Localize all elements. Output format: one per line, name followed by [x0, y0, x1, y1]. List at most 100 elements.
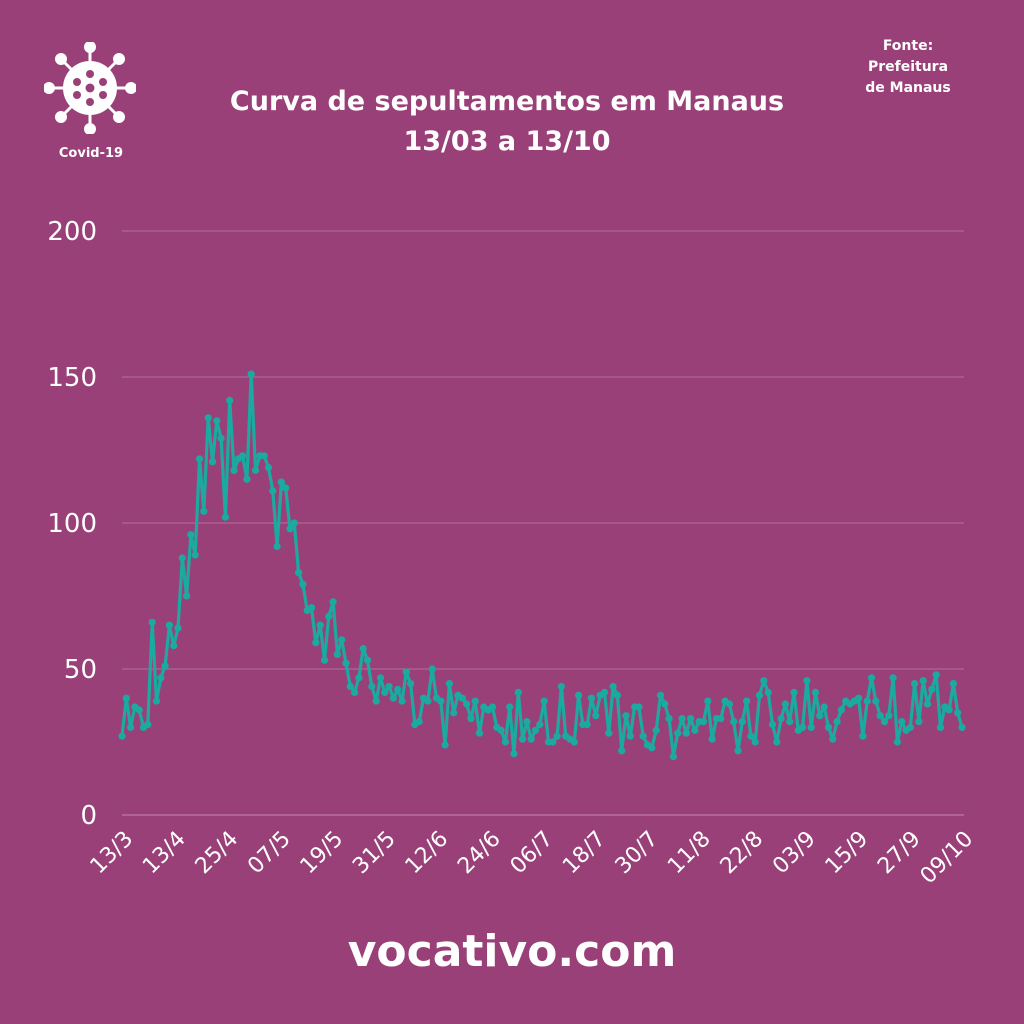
data-point — [407, 680, 415, 688]
data-point — [333, 650, 341, 659]
data-point — [200, 507, 208, 515]
data-point — [295, 569, 303, 577]
source-line-1: Fonte: — [882, 38, 934, 54]
data-point — [415, 718, 423, 726]
data-point — [557, 682, 566, 691]
data-point — [174, 624, 182, 632]
data-point — [928, 685, 936, 694]
data-point — [717, 715, 725, 723]
data-point — [768, 720, 777, 729]
data-point — [855, 694, 863, 702]
data-point — [760, 677, 768, 685]
data-point — [243, 475, 251, 483]
x-tick-label: 11/8 — [663, 827, 716, 880]
data-point — [307, 604, 316, 612]
data-point — [394, 685, 402, 694]
data-point — [424, 697, 432, 705]
data-point — [682, 729, 690, 737]
data-point — [286, 525, 294, 533]
data-point — [372, 697, 380, 705]
data-point — [635, 703, 643, 711]
data-point — [351, 688, 359, 697]
data-point — [251, 466, 260, 474]
data-point — [923, 700, 932, 708]
data-point — [639, 732, 647, 740]
data-point — [178, 554, 186, 562]
data-point — [880, 718, 889, 726]
data-point — [338, 636, 346, 644]
data-point — [777, 715, 785, 723]
data-point — [669, 753, 678, 761]
data-point — [859, 732, 867, 740]
data-point — [127, 723, 135, 732]
data-point — [471, 697, 479, 705]
data-point — [656, 691, 665, 699]
x-tick-label: 03/9 — [768, 827, 821, 880]
data-point — [575, 691, 583, 699]
data-point — [915, 718, 923, 726]
data-point — [497, 726, 505, 734]
data-point — [725, 700, 734, 708]
data-point — [898, 718, 906, 726]
data-point — [428, 665, 436, 673]
data-point — [691, 726, 699, 734]
x-tick-label: 13/3 — [86, 827, 139, 880]
data-point — [893, 738, 902, 746]
data-point — [402, 668, 410, 676]
data-point — [312, 639, 320, 647]
data-point — [906, 723, 914, 732]
data-point — [519, 735, 527, 743]
data-point — [170, 642, 178, 650]
data-point — [807, 723, 815, 732]
data-point — [665, 715, 673, 723]
x-tick-label: 15/9 — [821, 827, 874, 880]
data-point — [213, 417, 221, 425]
data-point — [122, 694, 130, 702]
data-point — [600, 688, 609, 697]
footer-site: vocativo.com — [347, 926, 677, 977]
data-point — [945, 706, 953, 714]
data-point — [144, 720, 152, 729]
data-point — [523, 718, 531, 726]
x-tick-label: 22/8 — [716, 827, 769, 880]
data-point — [661, 700, 669, 708]
data-point — [342, 659, 350, 667]
x-tick-label: 31/5 — [348, 827, 401, 880]
data-point — [820, 703, 828, 711]
y-tick-label: 100 — [47, 509, 97, 539]
data-point — [450, 709, 458, 717]
data-point — [743, 697, 751, 705]
data-point — [540, 697, 548, 705]
data-point — [187, 531, 195, 539]
y-tick-label: 150 — [47, 363, 97, 393]
y-tick-label: 50 — [64, 655, 97, 685]
data-point — [790, 688, 798, 697]
data-point — [764, 688, 772, 697]
data-point — [359, 645, 367, 653]
data-point — [833, 718, 841, 726]
data-point — [290, 519, 298, 527]
virus-icon — [44, 42, 136, 134]
data-point — [389, 694, 397, 702]
data-point — [157, 674, 165, 682]
data-point — [829, 735, 837, 743]
data-point — [264, 463, 273, 472]
data-point — [889, 674, 897, 682]
data-point — [773, 738, 781, 746]
data-point — [583, 720, 591, 729]
data-point — [195, 455, 204, 463]
data-point — [437, 697, 445, 705]
data-point — [260, 452, 268, 460]
data-point — [570, 738, 578, 746]
source-note: Fonte: Prefeitura de Manaus — [846, 36, 970, 99]
data-point — [949, 680, 958, 688]
y-tick-label: 200 — [47, 217, 97, 247]
data-point — [230, 466, 238, 474]
data-point — [803, 677, 811, 685]
x-tick-label: 06/7 — [506, 827, 559, 880]
data-point — [346, 682, 354, 691]
data-point — [954, 709, 962, 717]
data-point — [325, 612, 333, 621]
data-point — [734, 747, 742, 755]
data-point — [932, 671, 940, 679]
